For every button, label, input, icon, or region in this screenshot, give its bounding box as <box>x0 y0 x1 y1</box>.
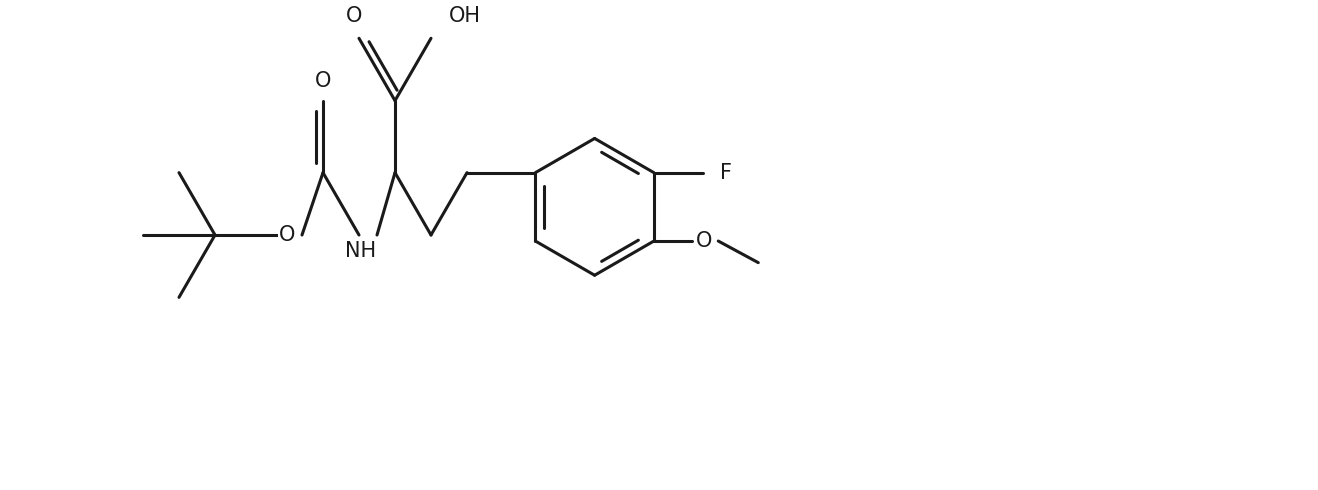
Text: O: O <box>345 6 362 26</box>
Text: O: O <box>279 225 295 245</box>
Text: O: O <box>315 71 331 91</box>
Text: F: F <box>720 163 731 183</box>
Text: O: O <box>696 231 713 251</box>
Text: OH: OH <box>449 6 481 26</box>
Text: NH: NH <box>345 241 377 261</box>
